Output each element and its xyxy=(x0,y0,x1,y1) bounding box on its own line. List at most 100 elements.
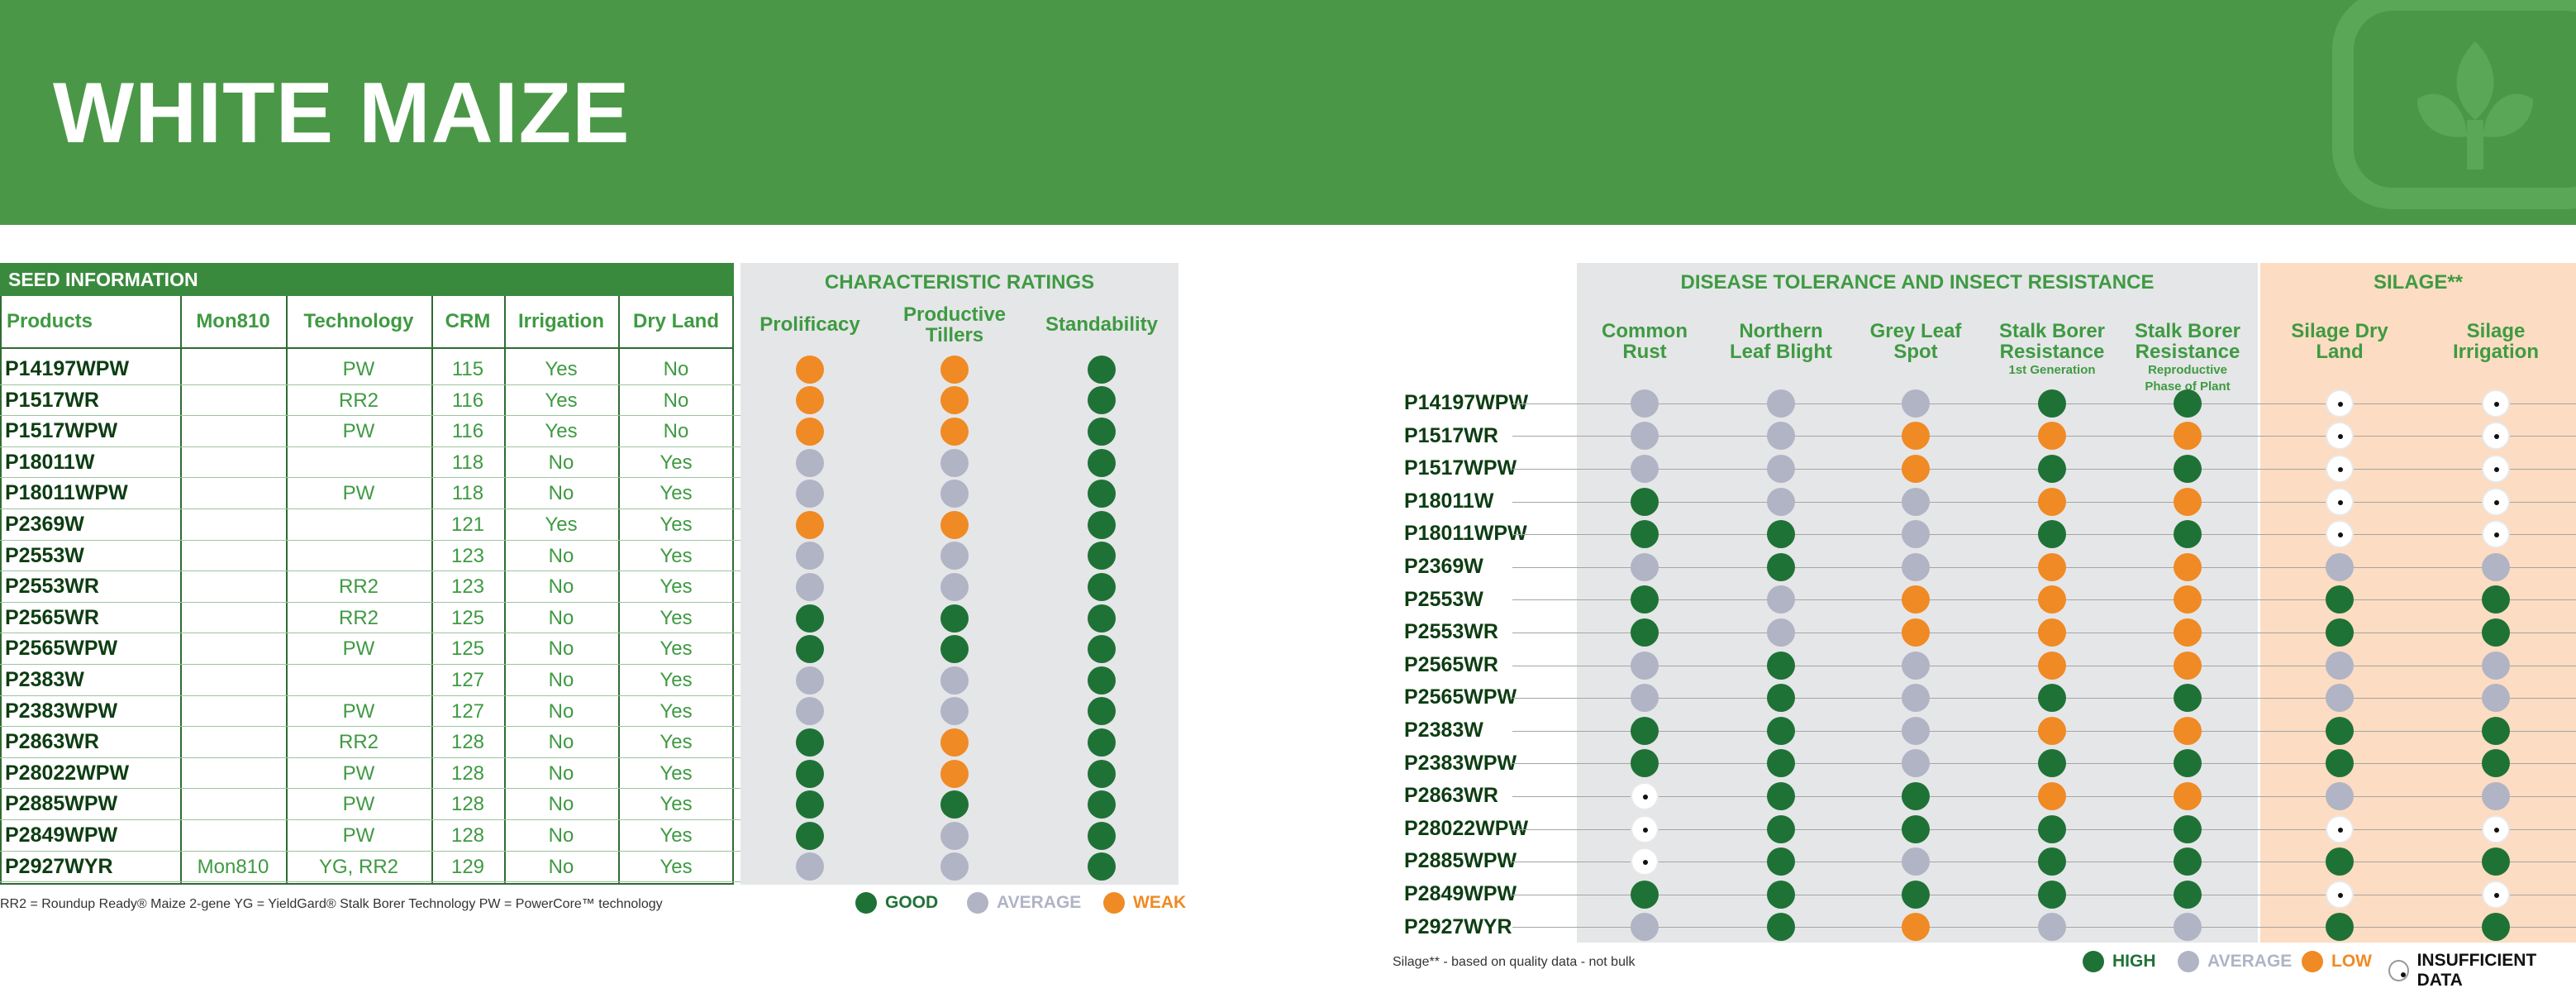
table-row-divider xyxy=(0,788,1178,790)
rating-dot-low xyxy=(2038,618,2066,647)
silage-column-header: Silage Irrigation xyxy=(2421,321,2570,362)
rating-dot-high xyxy=(2174,749,2202,778)
table-row-divider xyxy=(0,726,1178,728)
table-header-divider xyxy=(0,347,734,349)
rating-dot-high xyxy=(1767,749,1795,778)
product-name: P2553W xyxy=(1404,587,1483,611)
table-column-divider xyxy=(431,296,433,885)
table-cell-crm: 121 xyxy=(450,513,485,536)
rating-dot-low xyxy=(1902,455,1930,483)
legend-label: INSUFFICIENT DATA xyxy=(2416,951,2537,990)
rating-dot-high xyxy=(1767,552,1795,581)
rating-dot-high xyxy=(2326,716,2354,745)
char-column-header: Productive Tillers xyxy=(902,303,1007,346)
table-row-divider xyxy=(0,539,1178,541)
table-cell-dryland: Yes xyxy=(659,669,693,691)
rating-dot-ins xyxy=(2482,455,2510,483)
rating-dot-weak xyxy=(796,510,824,539)
table-cell-technology: RR2 xyxy=(338,731,379,754)
legend-label: AVERAGE xyxy=(997,893,1082,912)
table-cell-crm: 125 xyxy=(450,637,485,661)
silage-footnote: Silage** - based on quality data - not b… xyxy=(1393,955,1636,969)
rating-dot-ins xyxy=(2482,487,2510,516)
rating-dot-avg xyxy=(796,852,824,881)
rating-dot-avg xyxy=(1767,455,1795,483)
table-cell-crm: 115 xyxy=(451,358,484,380)
rating-dot-good xyxy=(940,790,969,819)
rating-dot-ins xyxy=(2326,520,2354,549)
rating-dot-avg xyxy=(1767,618,1795,647)
table-cell-dryland: No xyxy=(663,420,689,443)
table-row-divider xyxy=(0,601,1178,603)
rating-dot-good xyxy=(1088,355,1116,384)
disease-column-header: Stalk Borer Resistance Reproductive Phase o… xyxy=(2113,321,2262,395)
rating-dot-avg xyxy=(2174,913,2202,942)
rating-dot-low xyxy=(1902,913,1930,942)
char-column-header: Prolificacy xyxy=(759,313,860,336)
table-row-divider xyxy=(0,819,1178,820)
table-cell-irrigation: Yes xyxy=(545,358,578,380)
product-name: P2383W xyxy=(5,668,84,691)
rating-dot-high xyxy=(1631,520,1659,549)
rating-dot-avg xyxy=(2326,684,2354,713)
header-line: Leaf Blight xyxy=(1730,341,1832,363)
rating-dot-avg xyxy=(1631,651,1659,680)
table-cell-dryland: Yes xyxy=(659,761,693,785)
table-row-divider xyxy=(0,446,1178,447)
table-cell-mon810 xyxy=(180,447,286,478)
legend-item-ins: INSUFFICIENT DATA xyxy=(2388,951,2576,991)
rating-dot-low xyxy=(2174,487,2202,516)
header-line: Stalk Borer xyxy=(1998,320,2106,342)
rating-dot-avg xyxy=(1902,847,1930,876)
table-row-divider xyxy=(0,695,1178,696)
seed-information-table xyxy=(0,296,734,885)
header-subtext: Phase of Plant xyxy=(2145,380,2231,394)
table-cell-crm: 128 xyxy=(450,793,485,816)
rating-dot-avg xyxy=(1902,716,1930,745)
rating-dot-good xyxy=(1088,635,1116,664)
product-name: P2863WR xyxy=(5,730,99,754)
table-cell-technology xyxy=(286,541,431,571)
rating-dot-good xyxy=(1088,573,1116,601)
table-cell-irrigation: No xyxy=(548,637,574,661)
product-name: P1517WPW xyxy=(5,419,118,443)
rating-dot-good xyxy=(1088,852,1116,881)
rating-dot-avg xyxy=(940,480,969,508)
table-cell-irrigation: No xyxy=(548,451,574,474)
table-column-divider xyxy=(618,296,620,885)
table-cell-crm: 123 xyxy=(450,544,485,567)
rating-dot-ins xyxy=(2482,520,2510,549)
rating-dot-good xyxy=(1088,510,1116,539)
rating-dot-high xyxy=(2038,389,2066,418)
legend-item-low: LOW xyxy=(2302,951,2372,972)
rating-dot-avg xyxy=(1767,389,1795,418)
table-cell-technology: PW xyxy=(342,699,375,723)
rating-dot-ins xyxy=(2482,389,2510,418)
table-cell-crm: 128 xyxy=(450,761,485,785)
table-cell-mon810 xyxy=(180,509,286,540)
rating-dot-high xyxy=(1767,814,1795,843)
legend-dot-icon xyxy=(2388,960,2409,981)
product-name: P2553WR xyxy=(1404,620,1498,644)
rating-dot-weak xyxy=(796,418,824,446)
rating-dot-good xyxy=(1088,728,1116,757)
rating-dot-high xyxy=(2482,913,2510,942)
header-line: Stalk Borer xyxy=(2134,320,2241,342)
table-cell-technology xyxy=(286,447,431,478)
rating-dot-high xyxy=(1631,880,1659,909)
rating-dot-avg xyxy=(1631,913,1659,942)
table-cell-dryland: Yes xyxy=(659,575,693,599)
rating-dot-high xyxy=(2174,684,2202,713)
rating-dot-avg xyxy=(2482,782,2510,810)
table-row-divider xyxy=(0,384,1178,385)
table-cell-dryland: Yes xyxy=(659,637,693,661)
rating-dot-high xyxy=(2174,814,2202,843)
rating-dot-avg xyxy=(796,573,824,601)
rating-dot-avg xyxy=(1902,487,1930,516)
legend-item-good: GOOD xyxy=(855,892,938,914)
table-cell-irrigation: No xyxy=(548,793,574,816)
product-name: P28022WPW xyxy=(5,761,130,785)
product-name: P2849WPW xyxy=(1404,882,1517,905)
legend-dot-icon xyxy=(1103,892,1125,914)
rating-dot-avg xyxy=(1631,422,1659,451)
